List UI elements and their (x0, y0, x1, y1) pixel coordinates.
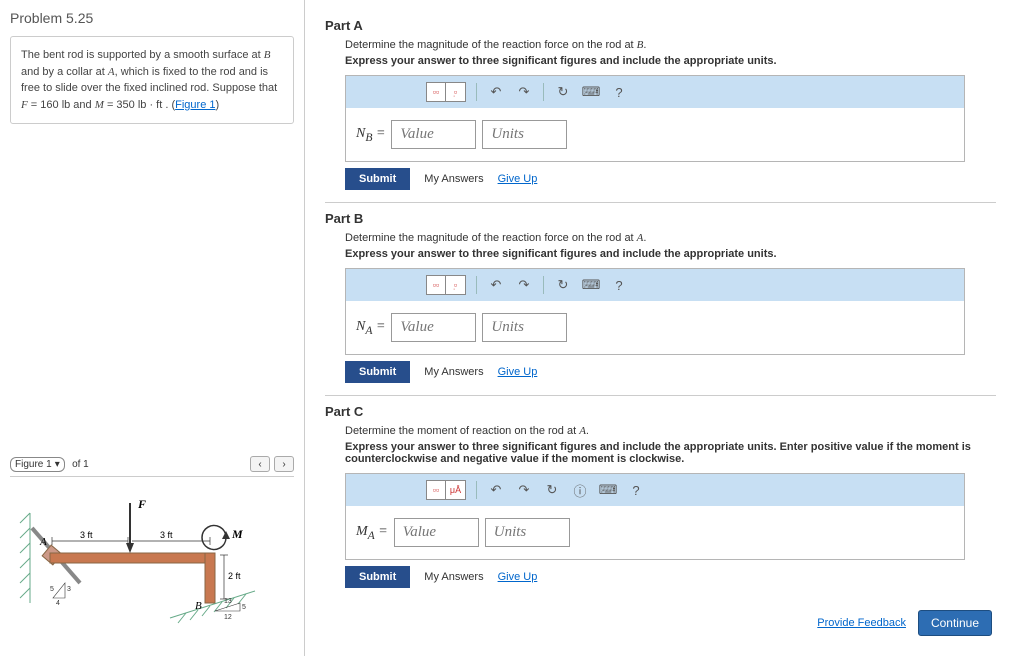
chevron-updown-icon: ▾ (55, 459, 60, 470)
figure-prev-button[interactable]: ‹ (250, 456, 270, 472)
redo-icon[interactable]: ↷ (515, 83, 533, 101)
redo-icon[interactable]: ↷ (515, 481, 533, 499)
part-c-variable: MA = (356, 524, 388, 542)
figure-diagram: F M A B 3 ft 3 ft 2 ft (10, 483, 270, 643)
figure-count: of 1 (72, 459, 89, 470)
part-b-my-answers[interactable]: My Answers (424, 366, 483, 378)
part-a-prompt: Determine the magnitude of the reaction … (345, 39, 996, 51)
figure-link[interactable]: Figure 1 (175, 99, 215, 111)
part-c-title: Part C (325, 404, 996, 419)
svg-text:5: 5 (242, 604, 246, 611)
provide-feedback-link[interactable]: Provide Feedback (817, 617, 906, 629)
part-c-instructions: Express your answer to three significant… (345, 441, 996, 465)
help-icon[interactable]: ? (627, 481, 645, 499)
keyboard-icon[interactable]: ⌨ (599, 481, 617, 499)
svg-text:13: 13 (224, 598, 232, 605)
help-icon[interactable]: ? (610, 276, 628, 294)
template-icon[interactable]: ▫▫ (426, 275, 446, 295)
help-icon[interactable]: ? (610, 83, 628, 101)
part-b-answer-box: ▫▫ ▫̣ ↶ ↷ ↻ ⌨ ? NA = (345, 268, 965, 355)
part-b-prompt: Determine the magnitude of the reaction … (345, 232, 996, 244)
figure-panel: Figure 1▾ of 1 ‹ › (10, 452, 294, 646)
undo-icon[interactable]: ↶ (487, 83, 505, 101)
part-a: Part A Determine the magnitude of the re… (325, 10, 996, 190)
part-a-submit-button[interactable]: Submit (345, 168, 410, 190)
figure-next-button[interactable]: › (274, 456, 294, 472)
reset-icon[interactable]: ↻ (543, 481, 561, 499)
part-a-answer-box: ▫▫ ▫̣ ↶ ↷ ↻ ⌨ ? NB = (345, 75, 965, 162)
part-b-give-up[interactable]: Give Up (498, 366, 538, 378)
part-b-submit-button[interactable]: Submit (345, 361, 410, 383)
figure-selector[interactable]: Figure 1▾ (10, 457, 65, 472)
special-char-button[interactable]: μÅ (446, 480, 466, 500)
part-c-units-input[interactable] (485, 518, 570, 547)
part-a-units-input[interactable] (482, 120, 567, 149)
part-a-instructions: Express your answer to three significant… (345, 55, 996, 67)
part-b-units-input[interactable] (482, 313, 567, 342)
undo-icon[interactable]: ↶ (487, 481, 505, 499)
part-b-toolbar: ▫▫ ▫̣ ↶ ↷ ↻ ⌨ ? (346, 269, 964, 301)
part-a-variable: NB = (356, 126, 385, 144)
part-b-title: Part B (325, 211, 996, 226)
svg-text:4: 4 (56, 600, 60, 607)
svg-text:M: M (231, 527, 243, 541)
part-a-my-answers[interactable]: My Answers (424, 173, 483, 185)
part-b-value-input[interactable] (391, 313, 476, 342)
template2-icon[interactable]: ▫̣ (446, 82, 466, 102)
part-c-my-answers[interactable]: My Answers (424, 571, 483, 583)
reset-icon[interactable]: ↻ (554, 83, 572, 101)
part-b: Part B Determine the magnitude of the re… (325, 202, 996, 383)
svg-text:3 ft: 3 ft (160, 530, 173, 540)
template2-icon[interactable]: ▫̣ (446, 275, 466, 295)
part-c-give-up[interactable]: Give Up (498, 571, 538, 583)
redo-icon[interactable]: ↷ (515, 276, 533, 294)
svg-text:F: F (137, 497, 146, 511)
template-icon[interactable]: ▫▫ (426, 82, 446, 102)
svg-text:2 ft: 2 ft (228, 571, 241, 581)
svg-text:3: 3 (67, 586, 71, 593)
part-a-title: Part A (325, 18, 996, 33)
svg-text:B: B (195, 600, 202, 612)
part-c-value-input[interactable] (394, 518, 479, 547)
problem-title: Problem 5.25 (10, 10, 294, 26)
part-c-submit-button[interactable]: Submit (345, 566, 410, 588)
undo-icon[interactable]: ↶ (487, 276, 505, 294)
part-a-toolbar: ▫▫ ▫̣ ↶ ↷ ↻ ⌨ ? (346, 76, 964, 108)
svg-text:3 ft: 3 ft (80, 530, 93, 540)
keyboard-icon[interactable]: ⌨ (582, 83, 600, 101)
part-c-prompt: Determine the moment of reaction on the … (345, 425, 996, 437)
part-b-instructions: Express your answer to three significant… (345, 248, 996, 260)
reset-icon[interactable]: ↻ (554, 276, 572, 294)
svg-text:12: 12 (224, 614, 232, 621)
part-a-value-input[interactable] (391, 120, 476, 149)
part-c-toolbar: ▫▫ μÅ ↶ ↷ ↻ ⓘ ⌨ ? (346, 474, 964, 506)
info-icon[interactable]: ⓘ (571, 481, 589, 499)
keyboard-icon[interactable]: ⌨ (582, 276, 600, 294)
svg-text:A: A (39, 536, 47, 548)
part-c-answer-box: ▫▫ μÅ ↶ ↷ ↻ ⓘ ⌨ ? MA = (345, 473, 965, 560)
part-c: Part C Determine the moment of reaction … (325, 395, 996, 588)
part-a-give-up[interactable]: Give Up (498, 173, 538, 185)
footer: Provide Feedback Continue (325, 600, 996, 646)
part-b-variable: NA = (356, 319, 385, 337)
template-icon[interactable]: ▫▫ (426, 480, 446, 500)
problem-statement: The bent rod is supported by a smooth su… (10, 36, 294, 124)
continue-button[interactable]: Continue (918, 610, 992, 636)
svg-text:5: 5 (50, 586, 54, 593)
